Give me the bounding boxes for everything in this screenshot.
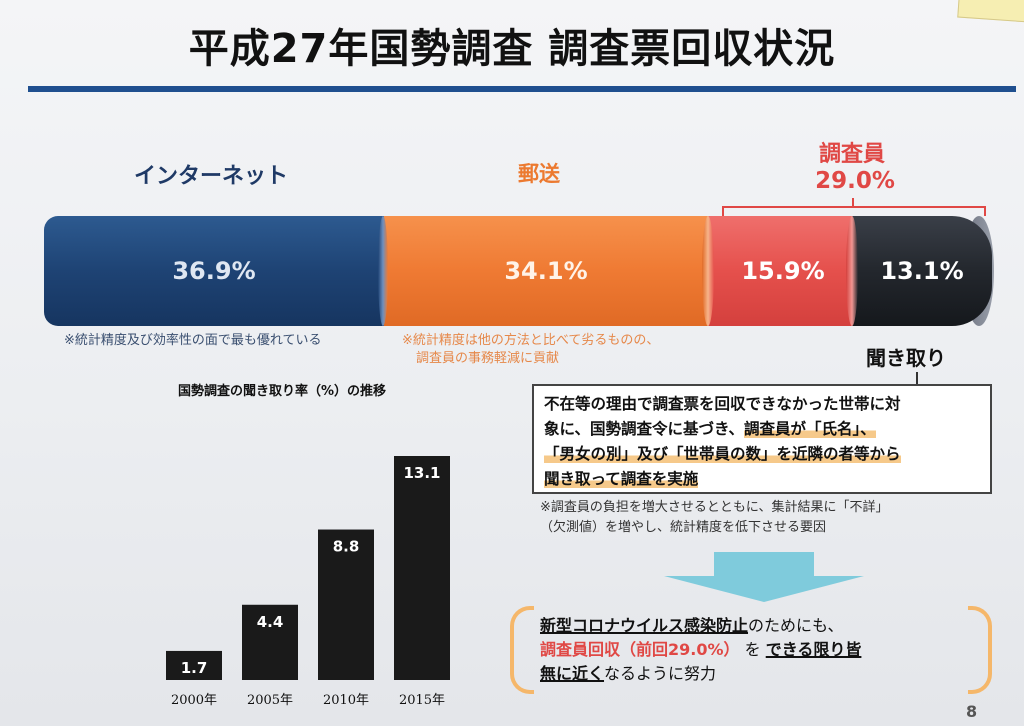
note-staff-line1: ※調査員の負担を増大させるとともに、集計結果に「不詳」 bbox=[540, 500, 889, 515]
segment-divider bbox=[378, 216, 388, 326]
segment-staff: 15.9% bbox=[708, 216, 858, 326]
label-staff-percent: 29.0% bbox=[815, 168, 895, 194]
chart-value-label: 8.8 bbox=[333, 538, 360, 556]
box-line4-text: 聞き取って調査を実施 bbox=[544, 470, 699, 488]
chart-bar-2015年 bbox=[394, 456, 450, 680]
conclusion-part2: のためにも、 bbox=[748, 616, 844, 635]
chart-bar-2010年 bbox=[318, 529, 374, 680]
segment-staff-value: 15.9% bbox=[741, 257, 825, 285]
note-mail-line2: 調査員の事務軽減に貢献 bbox=[416, 351, 560, 366]
down-arrow-head-icon bbox=[664, 576, 864, 602]
chart-category-label: 2000年 bbox=[171, 693, 217, 708]
box-line2b: 調査員が「氏名」、 bbox=[743, 420, 876, 438]
staff-bracket-tick bbox=[852, 198, 854, 208]
segment-internet: 36.9% bbox=[44, 216, 384, 326]
chart-title: 国勢調査の聞き取り率（%）の推移 bbox=[178, 384, 387, 399]
listening-connector bbox=[916, 372, 918, 386]
note-internet: ※統計精度及び効率性の面で最も優れている bbox=[64, 333, 322, 348]
note-mail-line1: ※統計精度は他の方法と比べて劣るものの、 bbox=[402, 333, 660, 348]
label-staff: 調査員 bbox=[818, 142, 885, 167]
slide-title: 平成27年国勢調査 調査票回収状況 bbox=[188, 26, 836, 72]
chart-bar-2005年 bbox=[242, 604, 298, 680]
box-line4: 聞き取って調査を実施 bbox=[544, 467, 980, 492]
note-staff-line2: （欠測値）を増やし、統計精度を低下させる要因 bbox=[540, 520, 827, 535]
segment-listening-value: 13.1% bbox=[880, 257, 964, 285]
listening-description-box: 不在等の理由で調査票を回収できなかった世帯に対 象に、国勢調査令に基づき、調査員… bbox=[532, 384, 992, 494]
box-line3: 「男女の別」及び「世帯員の数」を近隣の者等から bbox=[544, 442, 980, 467]
chart-value-label: 1.7 bbox=[181, 659, 208, 677]
chart-category-label: 2010年 bbox=[323, 693, 369, 708]
box-line2a: 象に、国勢調査令に基づき、 bbox=[544, 420, 744, 438]
down-arrow-icon bbox=[714, 552, 814, 576]
conclusion-part6: 無に近く bbox=[540, 664, 605, 683]
box-line2: 象に、国勢調査令に基づき、調査員が「氏名」、 bbox=[544, 417, 980, 442]
note-staff: ※調査員の負担を増大させるとともに、集計結果に「不詳」 （欠測値）を増やし、統計… bbox=[540, 498, 980, 538]
segment-divider bbox=[846, 216, 858, 326]
chart-value-label: 4.4 bbox=[257, 613, 284, 631]
conclusion-part4: を bbox=[744, 640, 761, 659]
left-bracket bbox=[510, 606, 534, 694]
label-mail: 郵送 bbox=[518, 162, 560, 186]
conclusion-part5: できる限り皆 bbox=[765, 640, 862, 659]
chart-category-label: 2005年 bbox=[247, 693, 293, 708]
right-bracket bbox=[968, 606, 992, 694]
box-line1: 不在等の理由で調査票を回収できなかった世帯に対 bbox=[544, 395, 901, 413]
conclusion-part1: 新型コロナウイルス感染防止 bbox=[540, 616, 749, 635]
label-listening: 聞き取り bbox=[866, 346, 946, 370]
note-mail: ※統計精度は他の方法と比べて劣るものの、 調査員の事務軽減に貢献 bbox=[402, 332, 659, 368]
page-number: 8 bbox=[966, 702, 978, 721]
staff-bracket bbox=[722, 206, 986, 216]
segment-mail: 34.1% bbox=[384, 216, 708, 326]
box-line3-text: 「男女の別」及び「世帯員の数」を近隣の者等から bbox=[544, 445, 901, 463]
segment-internet-value: 36.9% bbox=[172, 257, 256, 285]
label-internet: インターネット bbox=[134, 164, 289, 189]
segment-listening: 13.1% bbox=[852, 216, 992, 326]
chart-category-label: 2015年 bbox=[399, 693, 445, 708]
conclusion-part7: なるように努力 bbox=[604, 664, 717, 683]
chart-bar-2000年 bbox=[166, 650, 222, 680]
listening-rate-chart: 1.7 2000年 4.4 2005年 8.8 2010年 13.1 2015年 bbox=[166, 456, 450, 708]
title-underline bbox=[28, 86, 1016, 92]
segment-divider bbox=[702, 216, 714, 326]
conclusion-part3: 調査員回収（前回29.0%） bbox=[540, 640, 740, 659]
chart-value-label: 13.1 bbox=[403, 464, 440, 482]
segment-mail-value: 34.1% bbox=[504, 257, 588, 285]
conclusion-text: 新型コロナウイルス感染防止のためにも、 調査員回収（前回29.0%） を できる限… bbox=[540, 614, 970, 686]
